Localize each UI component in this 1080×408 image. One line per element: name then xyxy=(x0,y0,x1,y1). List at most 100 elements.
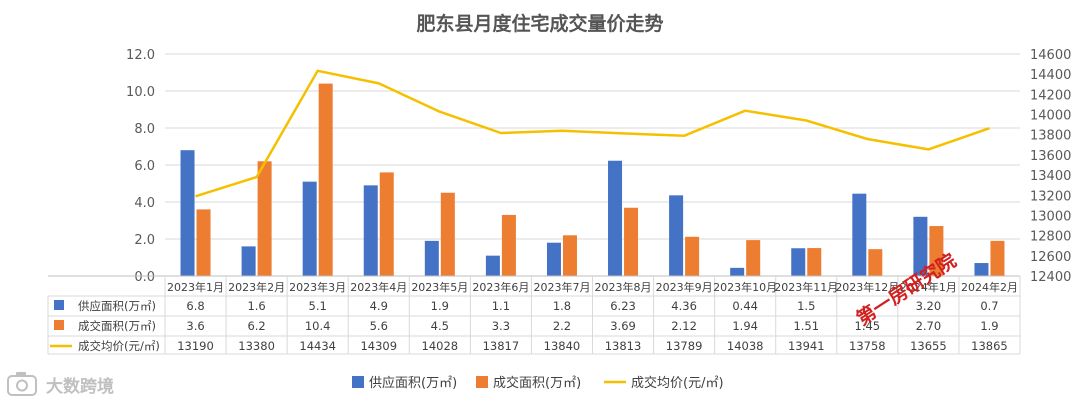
category-label: 2023年8月 xyxy=(595,280,652,294)
category-label: 2023年10月 xyxy=(713,280,777,294)
category-label: 2023年2月 xyxy=(228,280,285,294)
category-label: 2023年12月 xyxy=(835,280,899,294)
table-cell: 0.7 xyxy=(980,299,998,313)
left-axis: 0.0 2.0 4.0 6.0 8.0 10.0 12.0 xyxy=(126,48,155,285)
table-series-name: 供应面积(万㎡) xyxy=(78,299,156,313)
table-cell: 13655 xyxy=(910,339,947,353)
right-tick-label: 13800 xyxy=(1030,129,1071,144)
table-cell: 1.1 xyxy=(492,299,510,313)
category-label: 2023年3月 xyxy=(289,280,346,294)
table-cell: 6.8 xyxy=(186,299,204,313)
table-cell: 4.36 xyxy=(671,299,697,313)
bar-supply xyxy=(363,185,378,276)
table-cell: 1.6 xyxy=(247,299,265,313)
legend: 供应面积(万㎡) 成交面积(万㎡) 成交均价(元/㎡) xyxy=(352,375,724,391)
table-cell: 3.20 xyxy=(916,299,942,313)
legend-swatch xyxy=(476,376,488,388)
table-series-name: 成交面积(万㎡) xyxy=(78,319,156,333)
table-cell: 1.8 xyxy=(553,299,571,313)
bar-supply xyxy=(608,160,623,276)
table-legend-swatch xyxy=(54,300,64,310)
legend-swatch xyxy=(352,376,364,388)
bar-supply xyxy=(302,181,317,276)
category-label: 2023年11月 xyxy=(774,280,838,294)
bar-deal xyxy=(685,236,700,276)
table-cell: 4.5 xyxy=(431,319,449,333)
left-tick-label: 0.0 xyxy=(134,270,155,285)
table-cell: 2.12 xyxy=(671,319,697,333)
gridlines xyxy=(165,53,1020,240)
bar-supply xyxy=(913,216,928,276)
bar-deal xyxy=(624,207,639,276)
right-tick-label: 12800 xyxy=(1030,230,1071,245)
table-cell: 13840 xyxy=(544,339,581,353)
bars xyxy=(180,83,1005,276)
bar-supply xyxy=(424,240,439,276)
bar-deal xyxy=(501,214,516,276)
data-table: 2023年1月 2023年2月 2023年3月 2023年4月 2023年5月 2023年… xyxy=(47,275,1021,355)
right-tick-label: 12400 xyxy=(1030,270,1071,285)
category-label: 2024年2月 xyxy=(961,280,1018,294)
table-cell: 3.3 xyxy=(492,319,510,333)
bar-supply xyxy=(180,150,195,276)
left-tick-label: 8.0 xyxy=(134,122,155,137)
bar-deal xyxy=(562,235,577,276)
right-tick-label: 13200 xyxy=(1030,189,1071,204)
right-tick-label: 14400 xyxy=(1030,68,1071,83)
table-cell: 0.44 xyxy=(732,299,758,313)
left-tick-label: 12.0 xyxy=(126,48,155,63)
right-tick-label: 14000 xyxy=(1030,109,1071,124)
left-tick-label: 4.0 xyxy=(134,196,155,211)
watermark-text: 大数跨境 xyxy=(46,376,114,397)
bar-deal xyxy=(440,192,455,276)
table-cell: 13813 xyxy=(605,339,642,353)
category-label: 2023年7月 xyxy=(533,280,590,294)
legend-label: 成交面积(万㎡) xyxy=(493,375,581,391)
table-cell: 1.9 xyxy=(431,299,449,313)
right-tick-label: 13000 xyxy=(1030,209,1071,224)
bar-deal xyxy=(807,248,822,276)
chart-title: 肥东县月度住宅成交量价走势 xyxy=(416,12,663,35)
right-tick-label: 14200 xyxy=(1030,88,1071,103)
category-label: 2023年4月 xyxy=(350,280,407,294)
bar-deal xyxy=(379,172,394,276)
table-cell: 13758 xyxy=(849,339,886,353)
table-cell: 1.5 xyxy=(797,299,815,313)
table-legend-swatch xyxy=(54,320,64,330)
category-label: 2023年5月 xyxy=(411,280,468,294)
table-cell: 6.23 xyxy=(610,299,636,313)
left-tick-label: 10.0 xyxy=(126,85,155,100)
table-cell: 1.9 xyxy=(980,319,998,333)
bar-supply xyxy=(730,267,745,276)
table-cell: 14028 xyxy=(422,339,459,353)
table-cell: 14038 xyxy=(727,339,764,353)
left-tick-label: 6.0 xyxy=(134,159,155,174)
bar-supply xyxy=(546,242,561,276)
bar-deal xyxy=(929,226,944,276)
table-cell: 1.51 xyxy=(793,319,819,333)
table-cell: 13941 xyxy=(788,339,825,353)
category-label: 2023年9月 xyxy=(656,280,713,294)
bar-supply xyxy=(852,193,867,276)
right-tick-label: 14600 xyxy=(1030,48,1071,63)
right-tick-label: 13600 xyxy=(1030,149,1071,164)
bar-supply xyxy=(669,195,684,276)
left-tick-label: 2.0 xyxy=(134,233,155,248)
right-tick-label: 12600 xyxy=(1030,250,1071,265)
table-cell: 3.6 xyxy=(186,319,204,333)
category-label: 2023年6月 xyxy=(472,280,529,294)
table-cell: 14434 xyxy=(299,339,336,353)
category-label: 2023年1月 xyxy=(167,280,224,294)
category-label: 2024年1月 xyxy=(900,280,957,294)
table-cell: 13817 xyxy=(483,339,520,353)
table-cell: 13190 xyxy=(177,339,214,353)
table-cell: 1.94 xyxy=(732,319,758,333)
table-cell: 6.2 xyxy=(247,319,265,333)
watermark: 大数跨境 xyxy=(7,372,114,397)
table-cell: 14309 xyxy=(360,339,397,353)
bar-supply xyxy=(241,246,256,276)
bar-deal xyxy=(257,161,272,276)
table-cell: 2.2 xyxy=(553,319,571,333)
table-cell: 10.4 xyxy=(305,319,331,333)
